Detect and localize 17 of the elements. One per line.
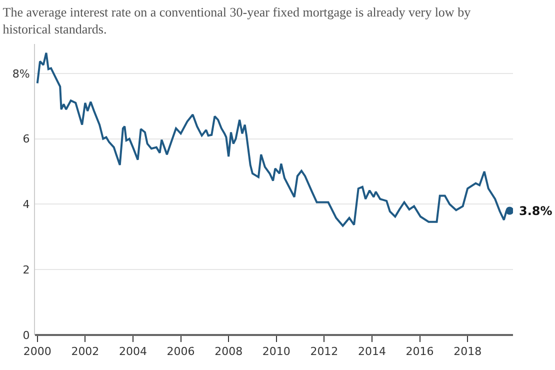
chart-title: The average interest rate on a conventional 30-year fixed mortgage is already very low by historical standards. [2,4,472,37]
x-tick-label: 2016 [406,345,434,358]
x-tick-label: 2008 [214,345,243,358]
y-tick-label: 4 [22,198,30,212]
x-tick-label: 2006 [166,345,195,358]
x-tick-label: 2000 [23,345,52,358]
x-tick-label: 2014 [358,345,386,358]
annotation: 3.8% [519,204,552,218]
x-tick-label: 2004 [118,345,147,358]
y-tick-label: 6 [22,132,30,146]
x-tick-label: 2018 [454,345,482,358]
y-tick-label: 2 [22,263,30,276]
y-tick-label: 0 [22,328,30,342]
x-tick-label: 2010 [262,345,290,358]
x-tick-label: 2002 [71,345,100,358]
y-tick-label: 8% [12,67,30,80]
x-tick-label: 2012 [310,345,338,358]
